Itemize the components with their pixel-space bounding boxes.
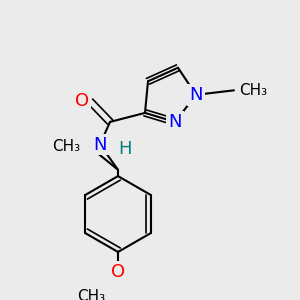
Text: N: N xyxy=(93,136,107,154)
Text: CH₃: CH₃ xyxy=(239,83,267,98)
Text: N: N xyxy=(189,86,203,104)
Text: H: H xyxy=(118,140,132,158)
Text: O: O xyxy=(75,92,89,110)
Text: CH₃: CH₃ xyxy=(52,139,80,154)
Text: CH₃: CH₃ xyxy=(77,289,105,300)
Text: N: N xyxy=(168,113,182,131)
Text: O: O xyxy=(111,263,125,281)
